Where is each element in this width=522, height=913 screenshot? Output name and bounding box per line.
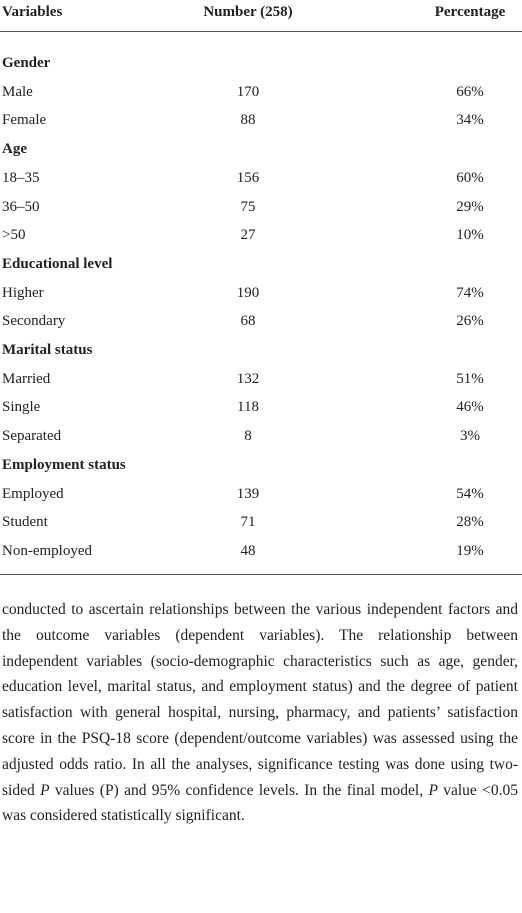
paragraph: conducted to ascertain relationships bet… (2, 597, 518, 829)
table-cell: 29% (456, 198, 484, 215)
header-cell: Number (258) (203, 4, 293, 20)
section-title: Age (2, 141, 27, 158)
table-cell: >50 (2, 227, 26, 244)
table-cell: 71 (240, 514, 256, 531)
table-cell: 75 (240, 198, 256, 215)
header-cell: Variables (2, 4, 63, 20)
table-cell: 3% (460, 428, 480, 445)
table-cell: 36–50 (2, 198, 40, 215)
table-cell: 118 (237, 399, 259, 416)
table-cell: Student (2, 514, 48, 531)
table-cell: 66% (456, 83, 484, 100)
section-title: Educational level (2, 255, 113, 272)
section-title: Gender (2, 55, 51, 71)
table-cell: Higher (2, 284, 44, 301)
italic-text: P (40, 781, 50, 799)
header-rule (0, 31, 522, 32)
section-title: Employment status (2, 456, 126, 473)
table-cell: Employed (2, 485, 64, 502)
table-cell: 156 (236, 169, 260, 186)
table-cell: Secondary (2, 313, 66, 330)
table-cell: 68 (240, 313, 256, 330)
table-cell: 27 (240, 227, 256, 244)
table-cell: 190 (236, 284, 260, 301)
table-cell: Female (2, 112, 47, 129)
table-cell: 10% (456, 227, 484, 244)
table-cell: 8 (244, 428, 252, 445)
table-cell: 46% (456, 399, 484, 416)
table-cell: 51% (456, 370, 484, 387)
italic-text: P (428, 781, 438, 799)
table-cell: 170 (236, 83, 260, 100)
table-cell: 132 (236, 370, 260, 387)
table-cell: 60% (456, 169, 484, 186)
table-cell: 74% (456, 284, 484, 301)
table-cell: 139 (236, 485, 260, 502)
table-cell: Single (2, 399, 41, 416)
table-cell: 34% (456, 112, 484, 129)
text: conducted to ascertain relationships bet… (2, 601, 518, 799)
table-cell: Male (2, 83, 33, 100)
table-cell: Separated (2, 428, 62, 445)
header-cell: Percentage (434, 4, 506, 20)
table-cell: 88 (240, 112, 256, 129)
section-title: Marital status (2, 342, 93, 358)
table-cell: Non-employed (2, 542, 92, 559)
table-cell: 48 (240, 542, 256, 559)
table-cell: 19% (456, 542, 484, 559)
text: value <0.05 was considered statistically… (2, 781, 519, 825)
table-cell: 28% (456, 514, 484, 531)
table-cell: Married (2, 370, 51, 387)
table-cell: 18–35 (2, 169, 40, 186)
bottom-rule (0, 574, 522, 575)
table-cell: 54% (456, 485, 484, 502)
text: values (P) and 95% confidence levels. In… (49, 781, 429, 799)
table-cell: 26% (456, 313, 484, 330)
